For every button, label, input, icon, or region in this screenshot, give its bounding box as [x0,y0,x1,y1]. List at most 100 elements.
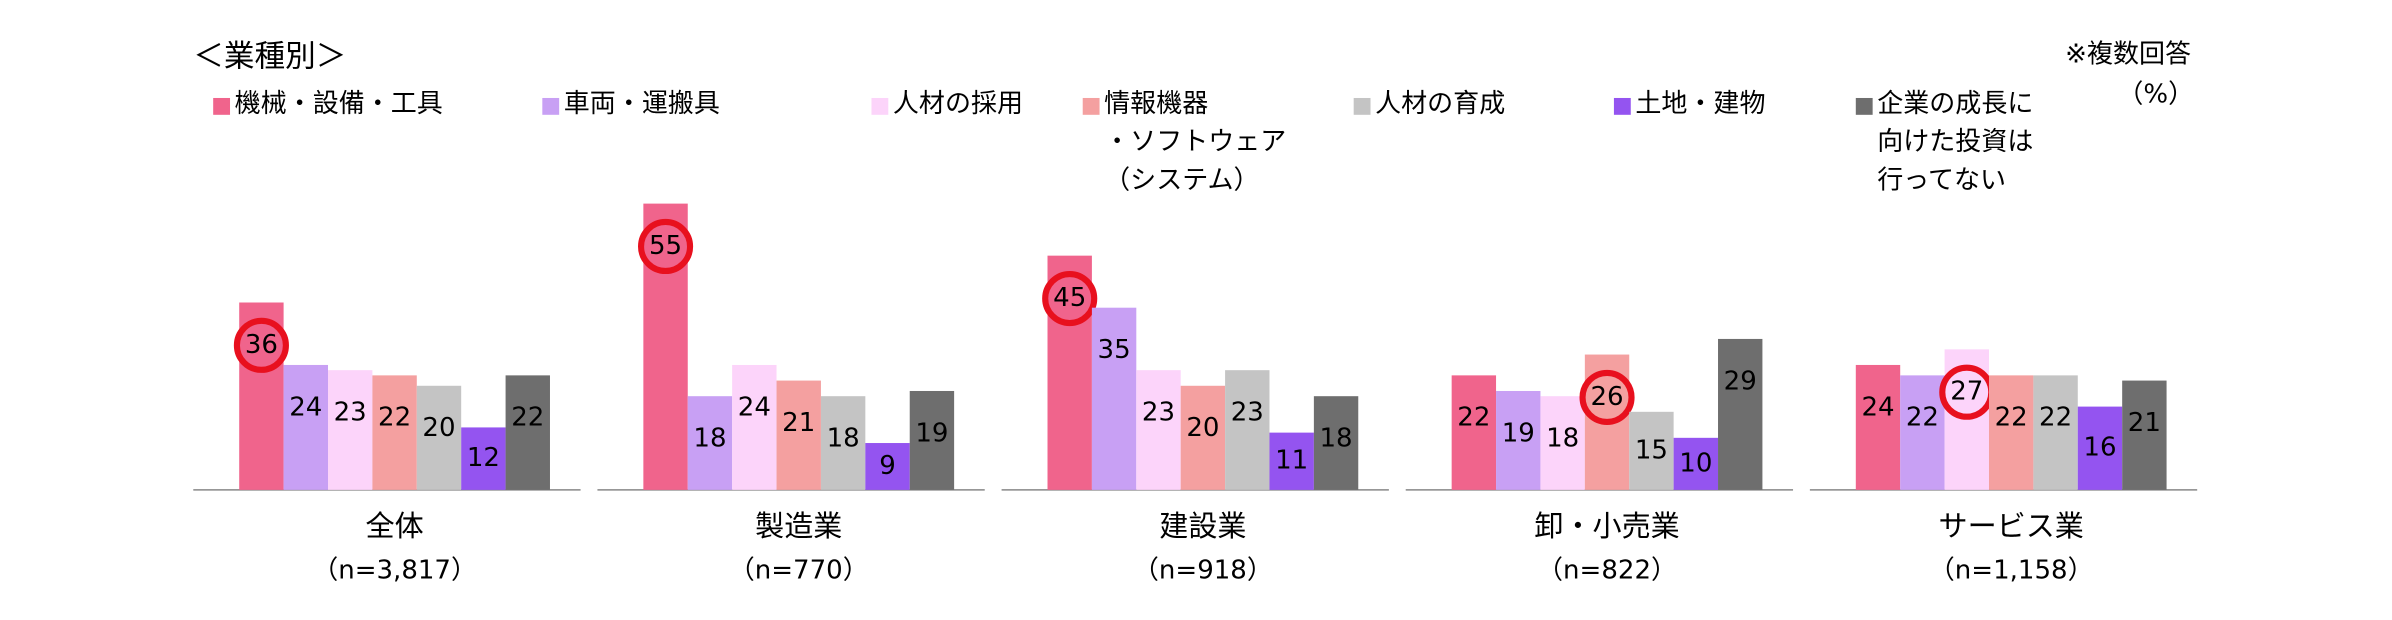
bar [1136,370,1181,490]
bar [2077,406,2123,490]
bar [732,364,777,490]
legend-item: 機械・設備・工具 [234,88,443,120]
bar [1451,375,1497,490]
legend-item: 人材の育成 [1375,88,1506,120]
value-label: 29 [1724,366,1757,396]
legend-label: 人材の採用 [892,88,1024,120]
x-tick-label: 製造業 [755,509,842,543]
value-label: 20 [422,413,455,443]
legend-swatch [1082,97,1100,115]
value-label: 15 [1635,435,1668,465]
value-label: 19 [915,418,948,448]
x-tick-label: 卸・小売業 [1534,509,1679,543]
value-label: 22 [378,403,411,433]
bar [1313,396,1359,490]
bar [1225,370,1270,490]
legend-item: 車両・運搬具 [563,88,720,120]
value-label: 55 [649,231,682,261]
value-label: 21 [782,408,815,438]
bar [1988,375,2034,490]
sample-size: （n=770） [729,556,869,586]
bar [2122,380,2167,490]
value-label: 24 [738,392,771,422]
bar [1629,411,1674,490]
value-label: 35 [1098,335,1131,365]
bar [909,390,955,490]
bar [1673,437,1719,490]
legend-label: 車両・運搬具 [563,88,720,120]
legend-swatch [1855,97,1873,115]
value-label: 9 [879,451,896,481]
bar [1718,338,1763,490]
bar [1269,432,1314,490]
x-tick-label: サービス業 [1938,509,2083,543]
sample-size: （n=822） [1537,556,1677,586]
sample-size: （n=918） [1133,556,1273,586]
value-label: 18 [1320,424,1353,454]
bar [1900,375,1945,490]
bar [1047,255,1092,490]
legend-swatch [871,97,889,115]
value-label: 23 [1142,398,1175,428]
legend-item: 土地・建物 [1635,88,1766,120]
bar [1540,396,1585,490]
value-label: 22 [1457,403,1490,433]
legend-item: 企業の成長に 向けた投資は 行ってない [1877,89,2033,196]
bar [2033,375,2078,490]
x-tick-label: 建設業 [1159,509,1246,543]
value-label: 16 [2083,433,2116,463]
sample-size: （n=1,158） [1929,556,2094,586]
bar [776,380,821,490]
value-label: 26 [1590,382,1623,412]
legend-item: 人材の採用 [892,88,1024,120]
bar [1091,307,1137,490]
legend-swatch [542,97,560,115]
value-label: 21 [2128,408,2161,438]
legend-label: 人材の育成 [1375,88,1506,120]
value-label: 22 [1906,403,1939,433]
bar [1180,385,1226,490]
bar [1496,390,1541,490]
bar [820,396,866,490]
value-label: 12 [467,443,500,473]
bar [372,375,417,490]
value-label: 18 [827,424,860,454]
legend-swatch [1353,97,1371,115]
bar [283,364,328,490]
value-label: 23 [1231,398,1264,428]
value-label: 24 [1861,392,1894,422]
unit: （%） [2117,79,2194,109]
legend-swatch [213,97,231,115]
value-label: 22 [2039,403,2072,433]
bar [505,375,550,490]
bar [328,370,373,490]
value-label: 20 [1186,413,1219,443]
bar [1855,364,1901,490]
value-label: 22 [1995,403,2028,433]
value-label: 18 [1546,424,1579,454]
bar [865,443,910,490]
highlight-circle [1579,369,1635,425]
x-tick-label: 全体 [366,509,424,543]
value-label: 19 [1502,418,1535,448]
value-label: 22 [511,403,544,433]
highlight-circle [1042,270,1098,327]
bar [239,302,284,490]
highlight-circle [637,218,694,275]
value-label: 27 [1950,377,1983,407]
value-label: 23 [334,398,367,428]
value-label: 11 [1275,446,1308,476]
bar [416,385,462,490]
sample-size: （n=3,817） [312,556,477,586]
value-label: 36 [245,330,278,360]
legend-swatch [1613,97,1631,115]
legend-item: 情報機器 ・ソフトウェア （システム） [1104,89,1286,196]
chart-title: ＜業種別＞ [193,40,346,75]
value-label: 18 [693,424,726,454]
value-label: 10 [1679,448,1712,478]
legend-label: 機械・設備・工具 [234,88,443,120]
bar [643,203,688,490]
value-label: 24 [289,392,322,422]
legend-label: 土地・建物 [1635,88,1766,120]
